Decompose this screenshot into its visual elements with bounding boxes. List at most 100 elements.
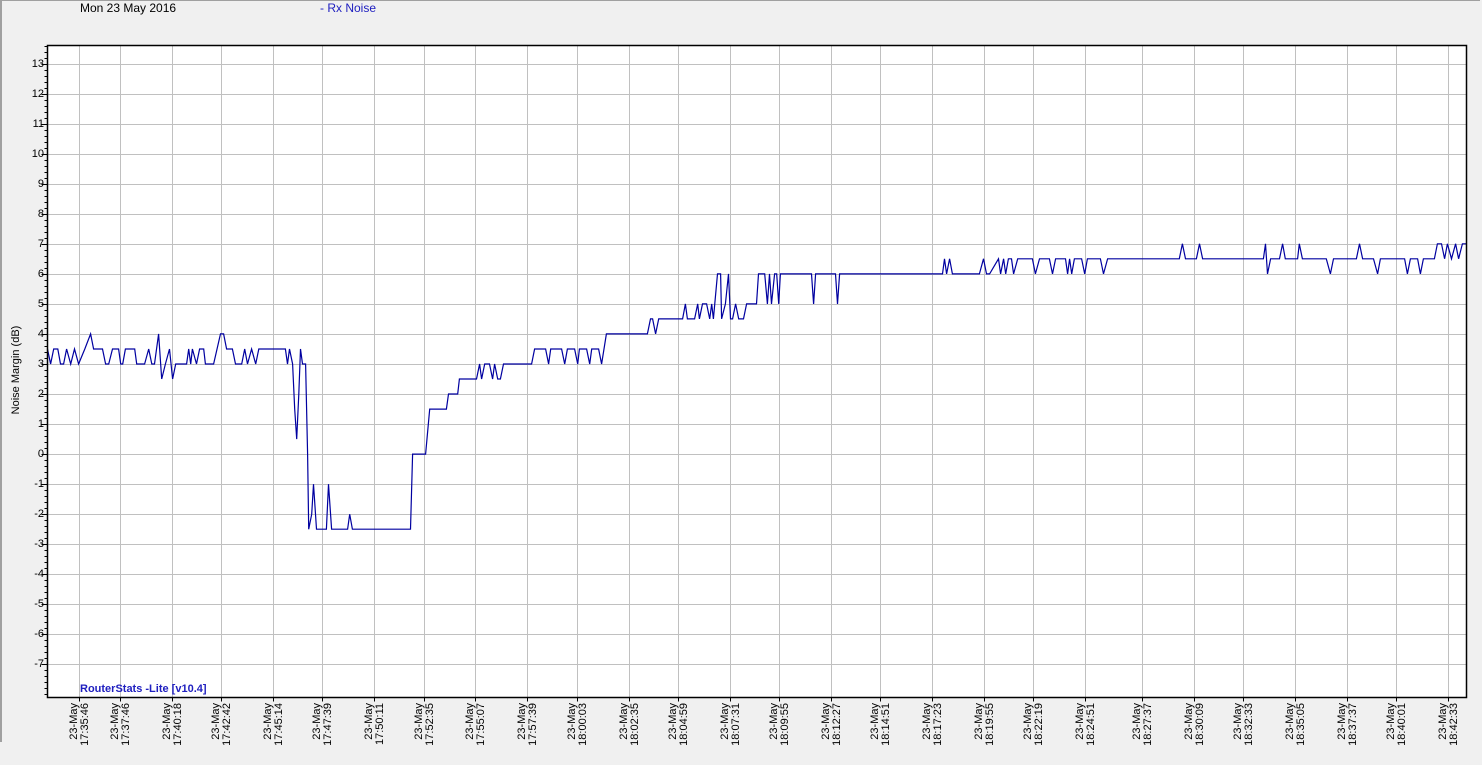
y-tick-label: 1 xyxy=(37,417,44,430)
x-tick-date: 23-May xyxy=(362,703,375,740)
x-tick-time: 17:52:35 xyxy=(423,703,436,746)
x-tick-label: 23-May 17:50:11 xyxy=(362,703,386,765)
x-tick-time: 18:42:33 xyxy=(1447,703,1460,746)
x-tick-label: 23-May 18:30:09 xyxy=(1182,703,1206,765)
y-axis-title: Noise Margin (dB) xyxy=(10,325,22,415)
y-tick-label: -7 xyxy=(34,657,44,670)
x-tick-label: 23-May 17:42:42 xyxy=(209,703,233,765)
x-tick-date: 23-May xyxy=(1283,703,1296,740)
x-tick-label: 23-May 18:09:55 xyxy=(767,703,791,765)
x-tick-date: 23-May xyxy=(463,703,476,740)
x-tick-time: 18:17:23 xyxy=(931,703,944,746)
x-tick-time: 17:40:18 xyxy=(171,703,184,746)
x-tick-date: 23-May xyxy=(108,703,121,740)
x-tick-time: 17:37:46 xyxy=(119,703,132,746)
x-tick-time: 18:40:01 xyxy=(1395,703,1408,746)
x-tick-date: 23-May xyxy=(209,703,222,740)
x-tick-date: 23-May xyxy=(1021,703,1034,740)
x-tick-time: 18:27:37 xyxy=(1141,703,1154,746)
chart-date: Mon 23 May 2016 xyxy=(80,1,177,15)
x-tick-date: 23-May xyxy=(718,703,731,740)
x-tick-label: 23-May 18:35:05 xyxy=(1283,703,1307,765)
x-tick-time: 18:30:09 xyxy=(1193,703,1206,746)
x-tick-time: 17:57:39 xyxy=(526,703,539,746)
y-tick-label: 11 xyxy=(32,117,44,130)
x-tick-time: 18:04:59 xyxy=(677,703,690,746)
x-tick-date: 23-May xyxy=(1335,703,1348,740)
x-tick-label: 23-May 17:35:46 xyxy=(67,703,91,765)
x-tick-label: 23-May 18:07:31 xyxy=(718,703,742,765)
y-tick-label: 5 xyxy=(37,297,44,310)
x-tick-label: 23-May 18:42:33 xyxy=(1436,703,1460,765)
x-tick-label: 23-May 18:24:51 xyxy=(1073,703,1097,765)
x-tick-time: 18:07:31 xyxy=(729,703,742,746)
grid-lines xyxy=(47,45,1467,698)
x-tick-label: 23-May 17:45:14 xyxy=(261,703,285,765)
x-tick-time: 17:50:11 xyxy=(373,703,386,746)
x-tick-label: 23-May 17:57:39 xyxy=(515,703,539,765)
x-tick-label: 23-May 18:12:27 xyxy=(819,703,843,765)
x-tick-time: 17:42:42 xyxy=(220,703,233,746)
x-tick-date: 23-May xyxy=(1436,703,1449,740)
y-tick-label: 6 xyxy=(37,267,44,280)
x-tick-time: 18:00:03 xyxy=(576,703,589,746)
x-tick-label: 23-May 18:19:55 xyxy=(972,703,996,765)
x-tick-time: 18:14:51 xyxy=(879,703,892,746)
y-tick-label: 3 xyxy=(37,357,44,370)
x-tick-time: 18:22:19 xyxy=(1032,703,1045,746)
y-tick-label: 8 xyxy=(37,207,44,220)
y-tick-label: 10 xyxy=(31,147,44,160)
legend-series-label: - Rx Noise xyxy=(320,1,377,15)
x-tick-label: 23-May 18:04:59 xyxy=(666,703,690,765)
x-tick-label: 23-May 18:22:19 xyxy=(1021,703,1045,765)
x-tick-date: 23-May xyxy=(160,703,173,740)
x-tick-label: 23-May 18:00:03 xyxy=(565,703,589,765)
x-tick-date: 23-May xyxy=(1384,703,1397,740)
x-tick-time: 17:45:14 xyxy=(272,703,285,746)
x-tick-label: 23-May 17:55:07 xyxy=(463,703,487,765)
x-tick-date: 23-May xyxy=(565,703,578,740)
x-tick-date: 23-May xyxy=(1073,703,1086,740)
x-tick-date: 23-May xyxy=(67,703,80,740)
y-tick-label: 2 xyxy=(37,387,44,400)
x-tick-date: 23-May xyxy=(1130,703,1143,740)
x-tick-date: 23-May xyxy=(1231,703,1244,740)
y-tick-label: -4 xyxy=(34,567,44,580)
chart-window xyxy=(0,0,1480,742)
x-tick-time: 17:47:39 xyxy=(321,703,334,746)
plot-area xyxy=(47,45,1467,698)
x-tick-label: 23-May 17:47:39 xyxy=(310,703,334,765)
x-tick-date: 23-May xyxy=(261,703,274,740)
x-tick-label: 23-May 18:14:51 xyxy=(869,703,892,765)
x-tick-date: 23-May xyxy=(920,703,933,740)
x-tick-date: 23-May xyxy=(666,703,679,740)
x-tick-label: 23-May 17:40:18 xyxy=(160,703,184,765)
x-tick-time: 18:37:37 xyxy=(1346,703,1359,746)
x-tick-date: 23-May xyxy=(819,703,832,740)
x-tick-label: 23-May 18:37:37 xyxy=(1335,703,1359,765)
x-tick-time: 18:24:51 xyxy=(1084,703,1097,746)
app-watermark: RouterStats -Lite [v10.4] xyxy=(80,683,207,695)
y-tick-label: 9 xyxy=(37,177,44,190)
x-tick-label: 23-May 17:52:35 xyxy=(413,703,436,765)
y-tick-label: -5 xyxy=(34,597,44,610)
y-tick-label: 0 xyxy=(37,447,44,460)
x-tick-time: 18:02:35 xyxy=(628,703,641,746)
plot-border xyxy=(46,44,1468,699)
x-tick-time: 18:19:55 xyxy=(983,703,996,746)
x-tick-time: 18:32:33 xyxy=(1242,703,1255,746)
y-tick-label: -6 xyxy=(34,627,44,640)
x-tick-date: 23-May xyxy=(972,703,985,740)
x-tick-date: 23-May xyxy=(767,703,780,740)
x-tick-time: 17:55:07 xyxy=(474,703,487,746)
x-tick-time: 18:35:05 xyxy=(1294,703,1307,746)
x-tick-date: 23-May xyxy=(1182,703,1195,740)
x-tick-label: 23-May 18:40:01 xyxy=(1384,703,1408,765)
x-tick-time: 18:09:55 xyxy=(778,703,791,746)
x-tick-time: 17:35:46 xyxy=(78,703,91,746)
y-tick-label: -1 xyxy=(34,477,44,490)
y-tick-label: 12 xyxy=(31,87,44,100)
x-tick-date: 23-May xyxy=(515,703,528,740)
x-tick-label: 23-May 18:32:33 xyxy=(1231,703,1255,765)
x-tick-date: 23-May xyxy=(310,703,323,740)
